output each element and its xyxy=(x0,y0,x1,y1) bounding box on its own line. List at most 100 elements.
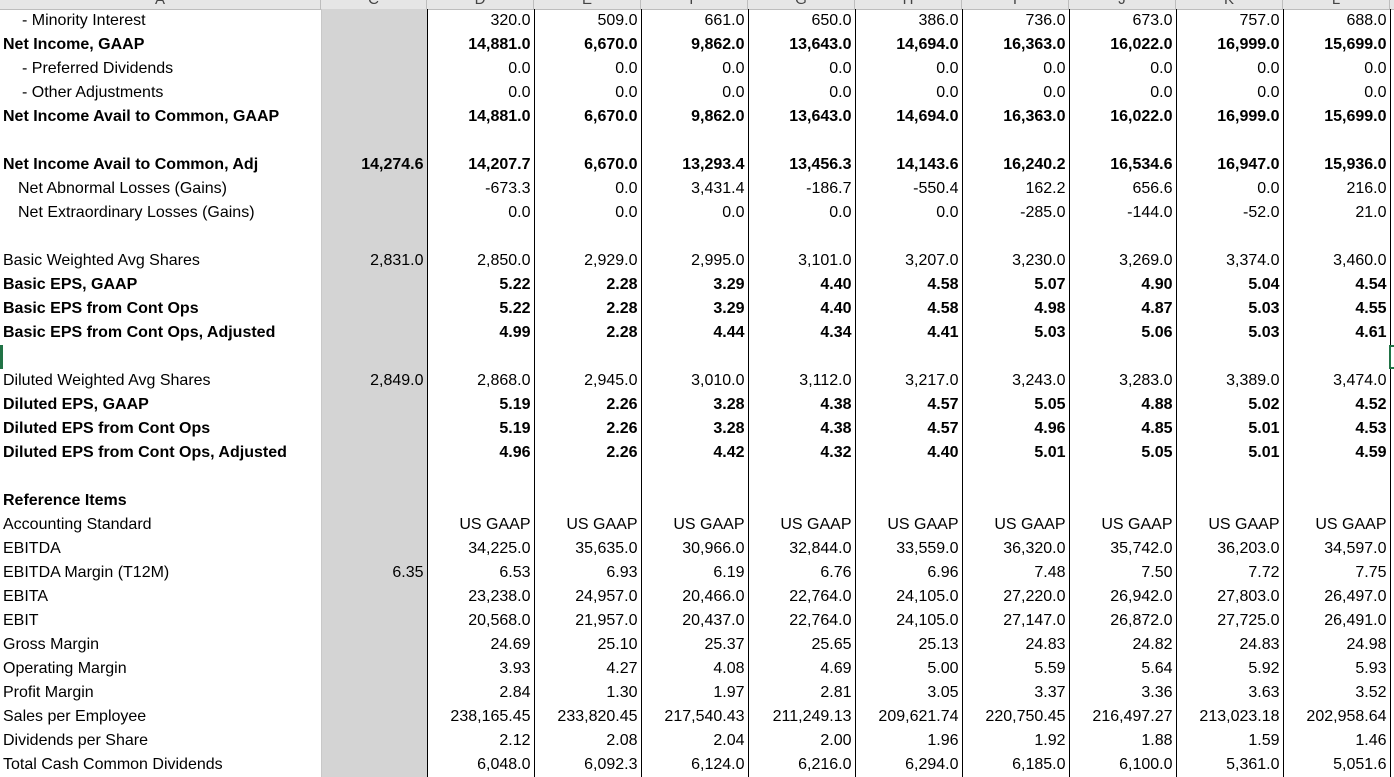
cell-m[interactable] xyxy=(1390,57,1394,81)
cell-e[interactable]: 2.26 xyxy=(534,393,642,417)
cell-e[interactable]: 21,957.0 xyxy=(534,609,642,633)
cell-f[interactable]: 2.04 xyxy=(641,729,749,753)
cell-e[interactable] xyxy=(534,225,642,249)
cell-h[interactable]: 25.13 xyxy=(855,633,963,657)
cell-f[interactable] xyxy=(641,465,749,489)
cell-j[interactable] xyxy=(1069,225,1177,249)
cell-k[interactable]: 36,203.0 xyxy=(1176,537,1284,561)
cell-m[interactable] xyxy=(1390,153,1394,177)
cell-c[interactable] xyxy=(321,585,428,609)
cell-j[interactable]: 16,534.6 xyxy=(1069,153,1177,177)
row-label[interactable]: Sales per Employee xyxy=(0,705,322,729)
row-label[interactable]: - Minority Interest xyxy=(0,9,322,33)
cell-i[interactable]: 5.03 xyxy=(962,321,1070,345)
cell-g[interactable]: 4.38 xyxy=(748,417,856,441)
cell-i[interactable]: -285.0 xyxy=(962,201,1070,225)
cell-j[interactable]: 26,872.0 xyxy=(1069,609,1177,633)
cell-e[interactable]: 2.28 xyxy=(534,321,642,345)
cell-l[interactable]: 4.53 xyxy=(1283,417,1391,441)
cell-i[interactable]: 5.07 xyxy=(962,273,1070,297)
cell-i[interactable]: 24.83 xyxy=(962,633,1070,657)
cell-c[interactable] xyxy=(321,729,428,753)
cell-g[interactable]: 32,844.0 xyxy=(748,537,856,561)
column-header-d[interactable]: D xyxy=(427,0,534,9)
cell-i[interactable] xyxy=(962,489,1070,513)
cell-g[interactable]: 6,216.0 xyxy=(748,753,856,777)
cell-l[interactable]: 3,474.0 xyxy=(1283,369,1391,393)
cell-g[interactable]: 4.38 xyxy=(748,393,856,417)
cell-d[interactable]: 23,238.0 xyxy=(427,585,535,609)
cell-j[interactable]: 5.06 xyxy=(1069,321,1177,345)
cell-f[interactable]: 3.29 xyxy=(641,273,749,297)
cell-l[interactable]: 0.0 xyxy=(1283,57,1391,81)
cell-g[interactable]: 4.69 xyxy=(748,657,856,681)
cell-j[interactable]: 0.0 xyxy=(1069,57,1177,81)
cell-j[interactable]: 16,022.0 xyxy=(1069,105,1177,129)
cell-i[interactable]: 27,147.0 xyxy=(962,609,1070,633)
cell-d[interactable]: 14,881.0 xyxy=(427,33,535,57)
cell-f[interactable] xyxy=(641,129,749,153)
cell-g[interactable]: 25.65 xyxy=(748,633,856,657)
cell-c[interactable] xyxy=(321,33,428,57)
cell-h[interactable]: 5.00 xyxy=(855,657,963,681)
cell-k[interactable]: 0.0 xyxy=(1176,57,1284,81)
column-header-l[interactable]: L xyxy=(1283,0,1390,9)
cell-d[interactable]: 5.19 xyxy=(427,417,535,441)
cell-m[interactable] xyxy=(1390,201,1394,225)
cell-h[interactable] xyxy=(855,489,963,513)
row-label[interactable] xyxy=(0,129,322,153)
cell-g[interactable]: 6.76 xyxy=(748,561,856,585)
cell-l[interactable]: 216.0 xyxy=(1283,177,1391,201)
cell-h[interactable]: 6.96 xyxy=(855,561,963,585)
cell-f[interactable]: 3,431.4 xyxy=(641,177,749,201)
cell-c[interactable] xyxy=(321,537,428,561)
cell-e[interactable]: 35,635.0 xyxy=(534,537,642,561)
cell-k[interactable]: -52.0 xyxy=(1176,201,1284,225)
cell-e[interactable]: 2.28 xyxy=(534,273,642,297)
row-label[interactable]: Diluted EPS, GAAP xyxy=(0,393,322,417)
cell-g[interactable]: 3,101.0 xyxy=(748,249,856,273)
cell-c[interactable] xyxy=(321,225,428,249)
cell-c[interactable]: 2,831.0 xyxy=(321,249,428,273)
cell-e[interactable]: 0.0 xyxy=(534,201,642,225)
cell-h[interactable]: 33,559.0 xyxy=(855,537,963,561)
cell-m[interactable] xyxy=(1390,609,1394,633)
cell-i[interactable] xyxy=(962,225,1070,249)
cell-h[interactable] xyxy=(855,225,963,249)
cell-k[interactable]: US GAAP xyxy=(1176,513,1284,537)
row-label[interactable]: Basic EPS from Cont Ops, Adjusted xyxy=(0,321,322,345)
cell-c[interactable] xyxy=(321,417,428,441)
row-label[interactable]: Net Extraordinary Losses (Gains) xyxy=(0,201,322,225)
cell-g[interactable]: 0.0 xyxy=(748,81,856,105)
row-label[interactable]: Basic EPS from Cont Ops xyxy=(0,297,322,321)
cell-l[interactable] xyxy=(1283,465,1391,489)
cell-g[interactable]: US GAAP xyxy=(748,513,856,537)
cell-e[interactable]: 2.28 xyxy=(534,297,642,321)
cell-l[interactable] xyxy=(1283,129,1391,153)
cell-i[interactable]: 5.01 xyxy=(962,441,1070,465)
cell-d[interactable]: 5.19 xyxy=(427,393,535,417)
row-label[interactable]: Net Income Avail to Common, Adj xyxy=(0,153,322,177)
cell-i[interactable]: 27,220.0 xyxy=(962,585,1070,609)
cell-e[interactable]: 6,670.0 xyxy=(534,153,642,177)
cell-k[interactable]: 5.92 xyxy=(1176,657,1284,681)
cell-f[interactable]: 3.29 xyxy=(641,297,749,321)
cell-h[interactable]: 0.0 xyxy=(855,201,963,225)
cell-h[interactable]: 4.57 xyxy=(855,417,963,441)
cell-m[interactable] xyxy=(1390,33,1394,57)
cell-g[interactable]: 13,643.0 xyxy=(748,33,856,57)
cell-j[interactable]: 7.50 xyxy=(1069,561,1177,585)
cell-f[interactable] xyxy=(641,345,749,369)
cell-m[interactable] xyxy=(1390,489,1394,513)
cell-j[interactable] xyxy=(1069,489,1177,513)
row-label[interactable]: Operating Margin xyxy=(0,657,322,681)
cell-g[interactable]: 13,643.0 xyxy=(748,105,856,129)
cell-l[interactable]: 26,491.0 xyxy=(1283,609,1391,633)
cell-k[interactable]: 5.03 xyxy=(1176,321,1284,345)
cell-j[interactable]: 6,100.0 xyxy=(1069,753,1177,777)
cell-g[interactable]: 4.34 xyxy=(748,321,856,345)
cell-i[interactable]: 16,240.2 xyxy=(962,153,1070,177)
row-label[interactable]: Diluted Weighted Avg Shares xyxy=(0,369,322,393)
cell-d[interactable]: 0.0 xyxy=(427,81,535,105)
cell-d[interactable]: 20,568.0 xyxy=(427,609,535,633)
